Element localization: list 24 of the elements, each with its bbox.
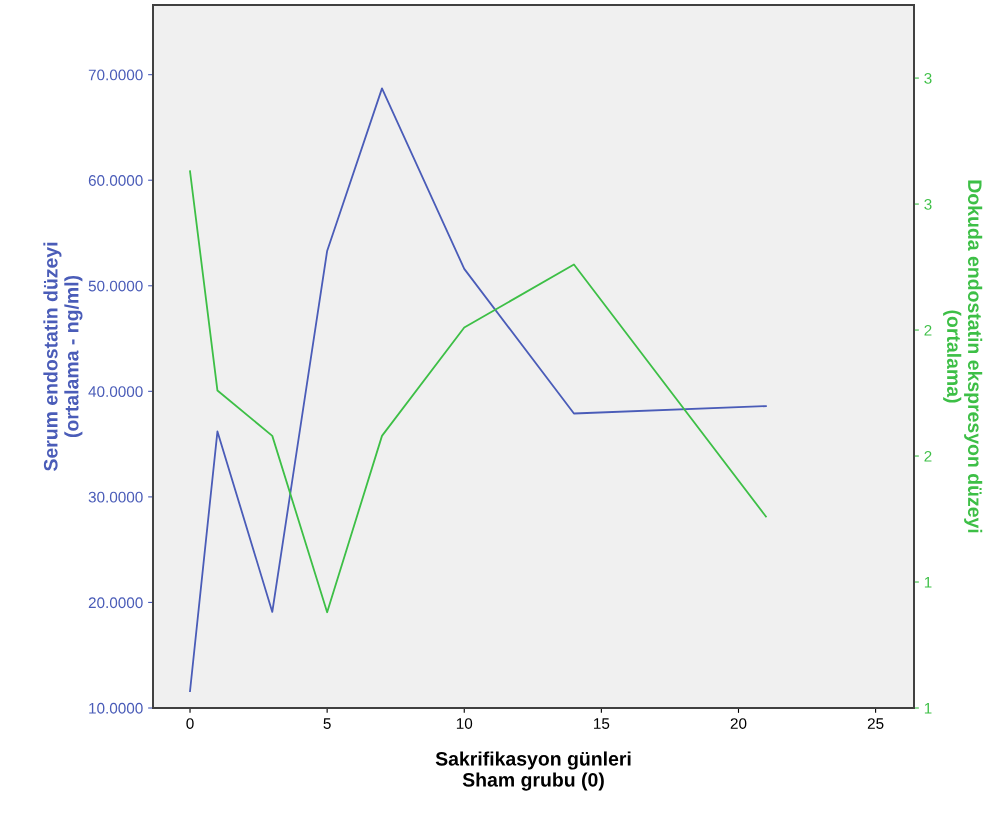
y2-tick-label: 2 — [924, 324, 932, 336]
y-tick-label: 40.0000 — [88, 386, 143, 398]
x-tick-label: 25 — [867, 718, 884, 729]
y2-tick-label: 2 — [924, 450, 932, 462]
line-series — [189, 87, 767, 693]
y2-tick-label: 3 — [924, 198, 932, 210]
x-tick-label: 20 — [730, 718, 747, 729]
x-tick-label: 15 — [594, 718, 610, 729]
y-tick-label: 30.0000 — [88, 491, 143, 503]
line-series — [189, 170, 767, 614]
y2-axis-title: Dokuda endostatin ekspresyon düzeyi (ortalama) — [943, 180, 983, 533]
x-tick-label: 0 — [186, 718, 194, 729]
y-tick-label: 60.0000 — [88, 175, 143, 186]
y-axis-title: Serum endostatin düzeyi (ortalama - ng/ml) — [43, 242, 83, 471]
y2-tick-label: 3 — [924, 72, 932, 84]
y-tick-label: 10.0000 — [89, 702, 143, 714]
x-tick-label: 5 — [323, 718, 331, 729]
y-tick-label: 50.0000 — [88, 280, 143, 292]
x-tick-label: 10 — [456, 718, 473, 729]
y-tick-label: 20.0000 — [88, 597, 143, 609]
y2-tick-label: 1 — [924, 703, 932, 714]
x-axis-title: Sakrifikasyon günleri Sham grubu (0) — [435, 751, 631, 791]
y-tick-label: 70.0000 — [88, 69, 143, 81]
y2-tick-label: 1 — [924, 577, 932, 588]
